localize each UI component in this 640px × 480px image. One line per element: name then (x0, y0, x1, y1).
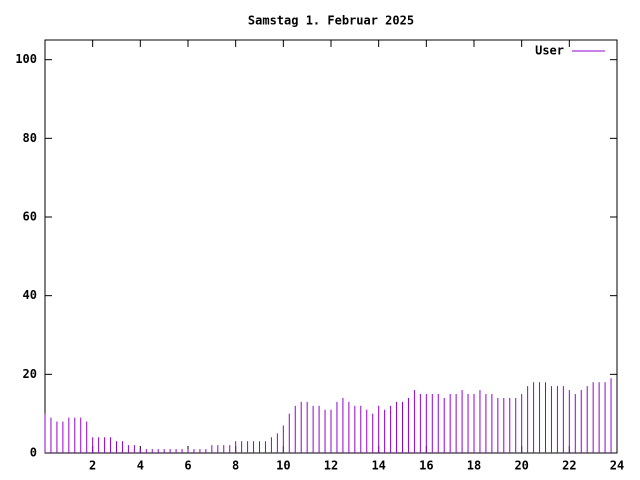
x-tick-label: 8 (232, 459, 239, 473)
legend-label: User (535, 44, 564, 58)
y-tick-label: 0 (30, 446, 37, 460)
x-tick-label: 20 (514, 459, 528, 473)
x-tick-label: 24 (610, 459, 624, 473)
x-tick-label: 4 (137, 459, 144, 473)
y-tick-label: 60 (23, 210, 37, 224)
y-tick-label: 40 (23, 288, 37, 302)
y-tick-label: 80 (23, 131, 37, 145)
x-tick-label: 22 (562, 459, 576, 473)
y-tick-label: 20 (23, 367, 37, 381)
x-tick-label: 14 (371, 459, 385, 473)
chart-title: Samstag 1. Februar 2025 (248, 14, 414, 28)
x-tick-label: 18 (467, 459, 481, 473)
x-tick-label: 2 (89, 459, 96, 473)
x-tick-label: 6 (184, 459, 191, 473)
y-tick-label: 100 (15, 52, 37, 66)
x-tick-label: 16 (419, 459, 433, 473)
x-tick-label: 12 (324, 459, 338, 473)
x-tick-label: 10 (276, 459, 290, 473)
